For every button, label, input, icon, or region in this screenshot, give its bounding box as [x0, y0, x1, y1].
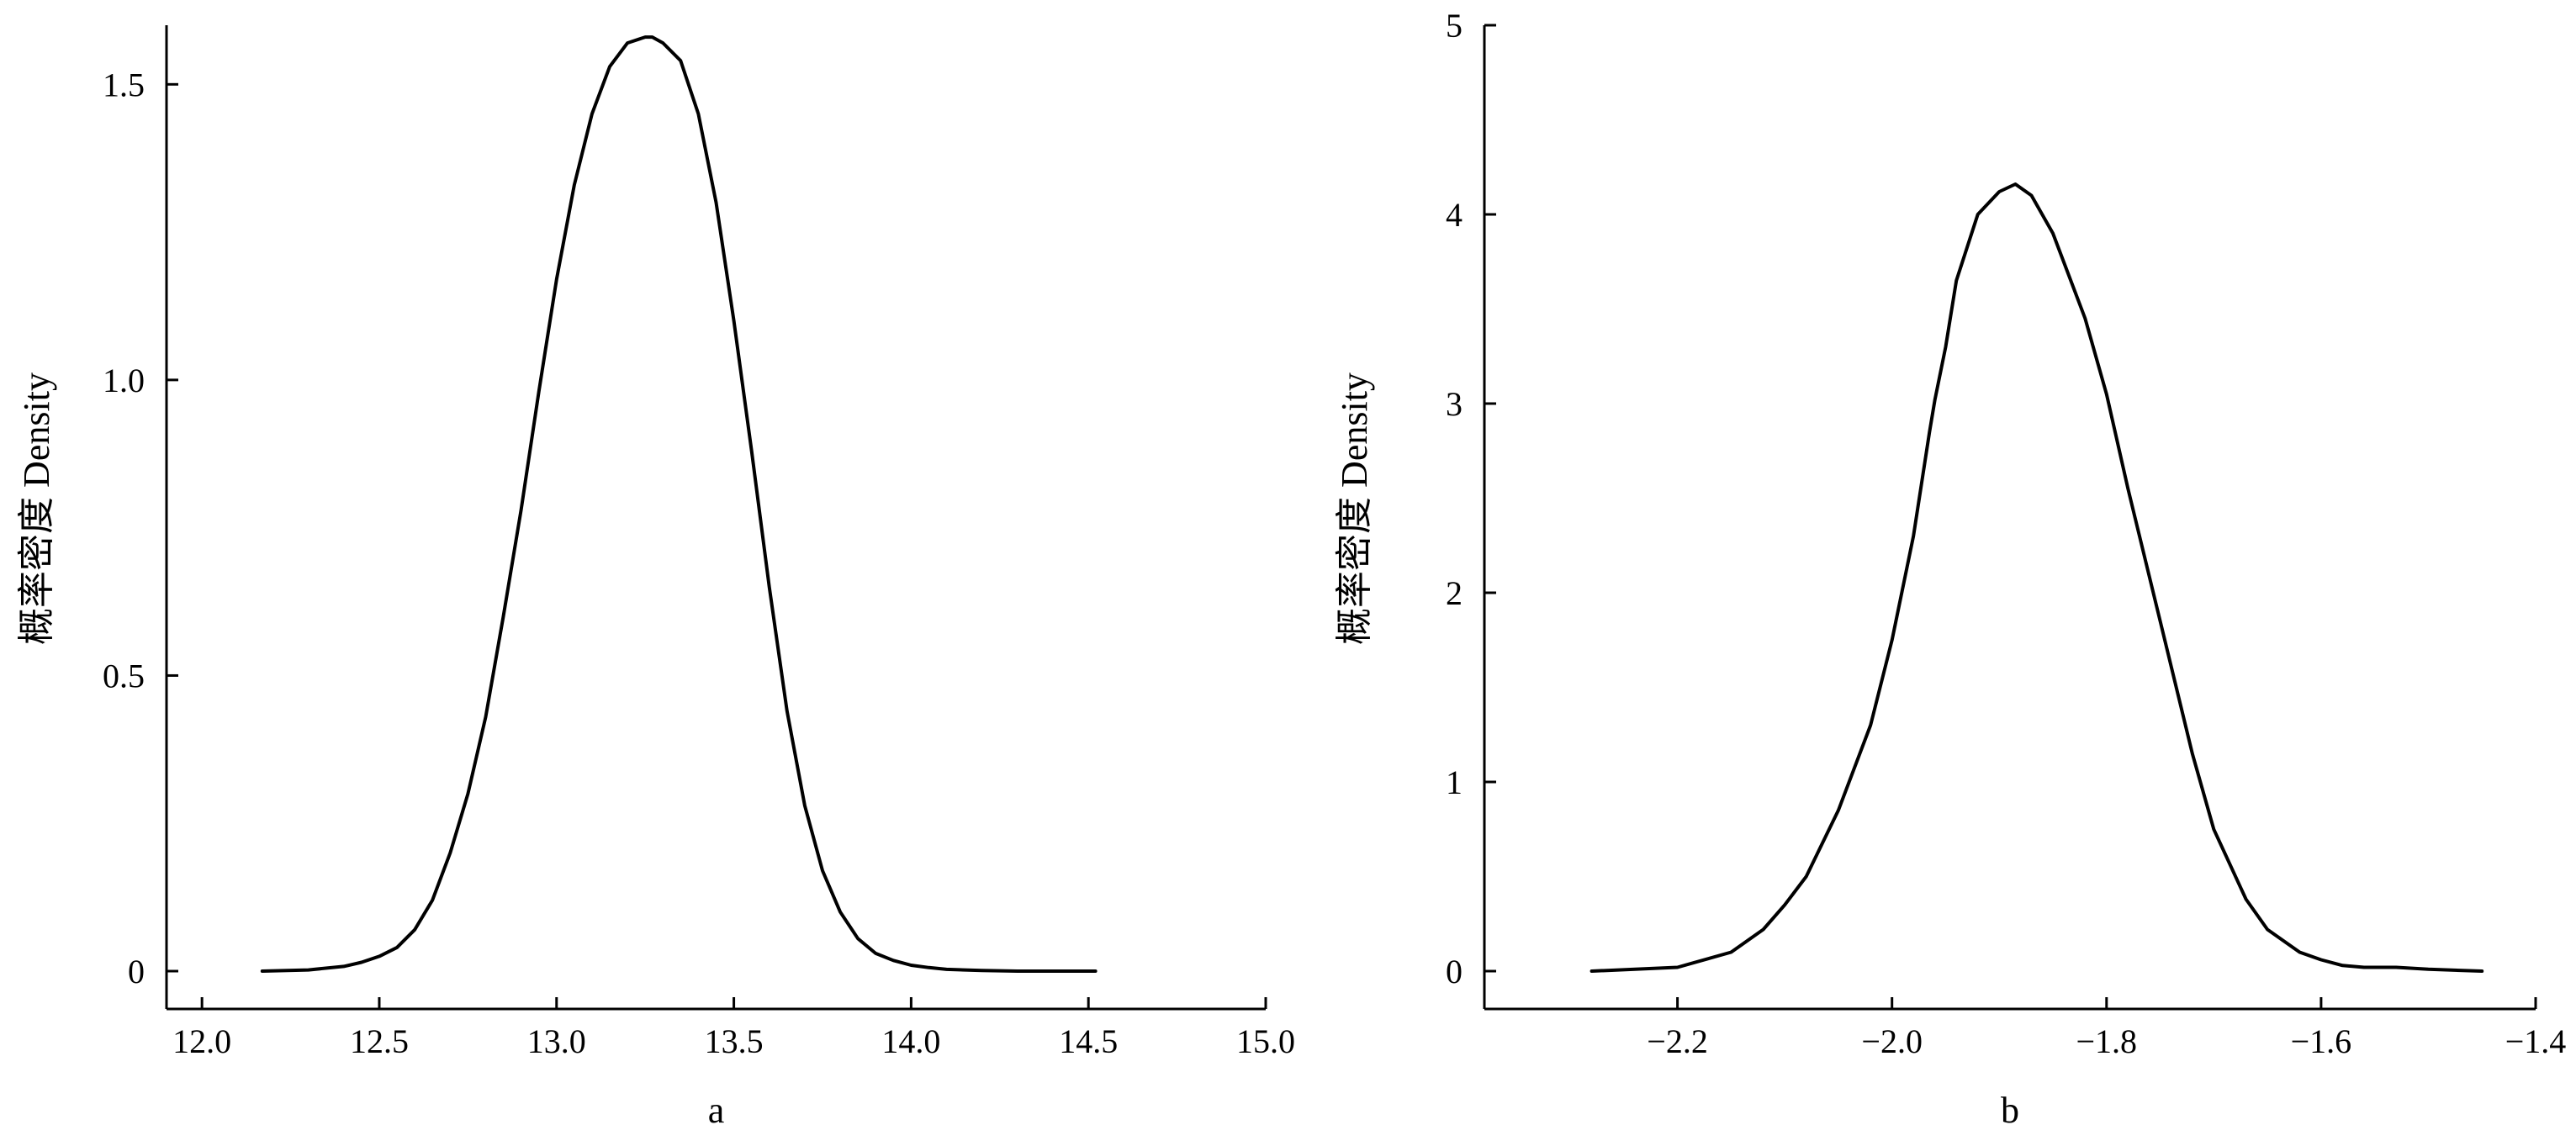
chart-b-y-ticks: 0 1 2 3 4 5: [1446, 7, 1496, 990]
chart-b-x-tick-label: −1.8: [2076, 1022, 2138, 1060]
chart-a-x-tick-label: 14.5: [1059, 1022, 1118, 1060]
chart-b-x-tick-label: −2.0: [1861, 1022, 1923, 1060]
chart-a-x-tick-label: 12.0: [172, 1022, 231, 1060]
chart-a-x-label: a: [708, 1090, 725, 1131]
chart-a-x-tick-label: 13.0: [527, 1022, 586, 1060]
chart-a-y-tick-label: 1.5: [103, 66, 145, 103]
chart-a-x-tick-label: 13.5: [705, 1022, 764, 1060]
chart-a-y-tick-label: 0.5: [103, 657, 145, 694]
chart-b-density-curve: [1590, 182, 2484, 973]
chart-a-x-tick-label: 14.0: [881, 1022, 940, 1060]
chart-a-density-curve: [260, 35, 1098, 973]
chart-b-x-tick-label: −1.4: [2505, 1022, 2567, 1060]
chart-b-x-tick-label: −1.6: [2291, 1022, 2352, 1060]
chart-b-y-label: 概率密度 Density: [1334, 372, 1375, 645]
chart-b-y-tick-label: 3: [1446, 385, 1463, 423]
chart-b-x-label: b: [2001, 1090, 2019, 1131]
chart-a-x-ticks: 12.0 12.5 13.0 13.5 14.0 14.5 15.0: [172, 997, 1295, 1060]
chart-a-y-label: 概率密度 Density: [16, 372, 57, 645]
chart-a-y-tick-label: 1.0: [103, 362, 145, 399]
density-chart-b: −2.2 −2.0 −1.8 −1.6 −1.4 0 1 2 3 4 5 b 概率密度 Densi…: [1334, 7, 2566, 1131]
chart-a-y-ticks: 0 0.5 1.0 1.5: [103, 66, 178, 990]
density-chart-a: 12.0 12.5 13.0 13.5 14.0 14.5 15.0 00.51.01.5 …: [16, 25, 1295, 1131]
chart-b-x-tick-label: −2.2: [1647, 1022, 1708, 1060]
chart-b-y-tick-label: 1: [1446, 763, 1463, 801]
chart-a-x-tick-label: 15.0: [1236, 1022, 1295, 1060]
chart-b-y-tick-label: 0: [1446, 953, 1463, 990]
chart-a-x-tick-label: 12.5: [350, 1022, 409, 1060]
chart-b-y-tick-label: 2: [1446, 574, 1463, 612]
chart-b-y-tick-label: 5: [1446, 7, 1463, 45]
chart-b-x-ticks: −2.2 −2.0 −1.8 −1.6 −1.4: [1647, 997, 2566, 1060]
chart-b-y-tick-label: 4: [1446, 196, 1463, 234]
chart-a-y-tick-label: 0: [128, 953, 145, 990]
